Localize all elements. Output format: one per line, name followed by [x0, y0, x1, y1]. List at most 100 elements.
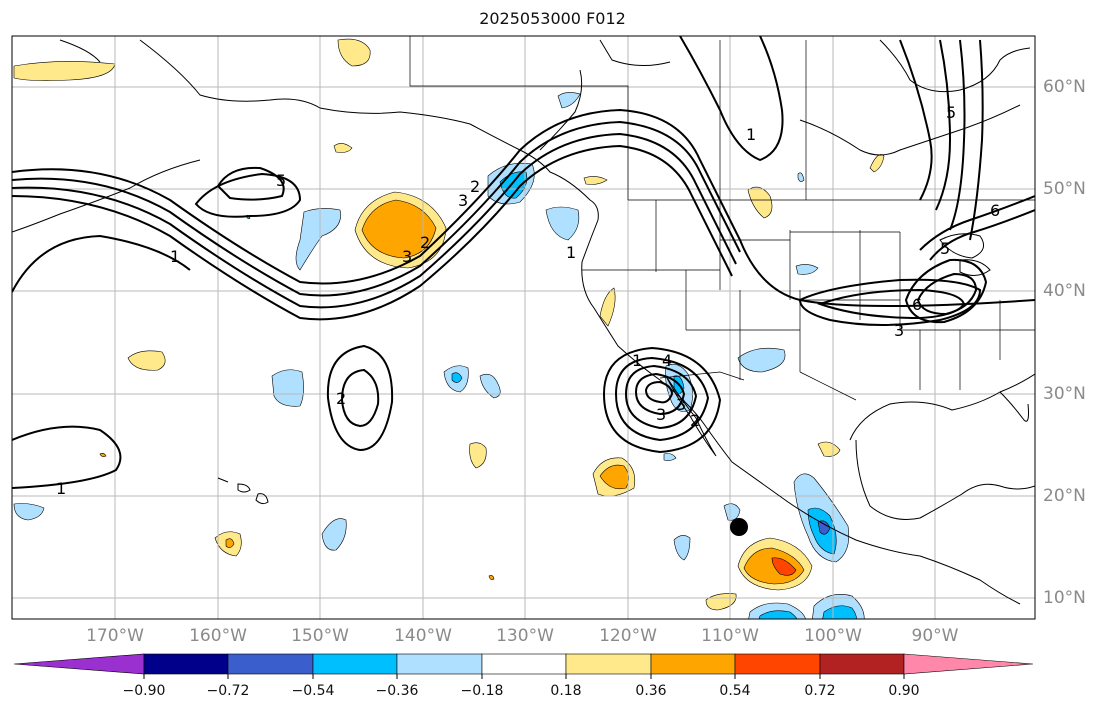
contour-5: [216, 166, 285, 201]
anomaly-negative: [737, 347, 786, 373]
contour-label: 4: [662, 351, 672, 370]
contour-label: 3: [676, 395, 686, 414]
longitude-label: 170°W: [86, 626, 144, 646]
jet-contour: [12, 120, 741, 297]
longitude-label: 100°W: [804, 626, 862, 646]
contour-label: 2: [336, 389, 346, 408]
anomaly-negative: [797, 172, 805, 182]
colorbar-ticks: [143, 674, 905, 679]
anomaly-negative: [673, 535, 691, 561]
hudson-bay-coast: [879, 39, 1031, 93]
map-area: 1 5 2 3 2 1 3 2 1 6 3 5 3 1 6 5 3 4 2 1: [12, 36, 1035, 619]
anomaly-negative: [451, 372, 463, 383]
contour-label: 1: [746, 125, 756, 144]
florida-coast: [999, 391, 1029, 422]
colorbar-tick-label: −0.36: [375, 683, 419, 699]
anomaly-positive: [13, 61, 116, 81]
east-low: [904, 258, 988, 324]
contour-label: 3: [402, 247, 412, 266]
great-lakes: [939, 233, 991, 276]
cutoff-low: [614, 356, 710, 442]
latitude-label: 10°N: [1043, 588, 1086, 608]
anomaly-positive: [469, 442, 487, 469]
anomaly-positive: [599, 287, 616, 327]
contour-label: 3: [656, 405, 666, 424]
colorbar-segment: [565, 653, 652, 675]
anomaly-positive: [99, 453, 107, 457]
anomaly-negative: [545, 206, 580, 241]
contour-label: 6: [990, 201, 1000, 220]
colorbar-tick-label: 0.72: [804, 683, 836, 699]
colorbar-segment: [650, 653, 736, 675]
contour-label: 5: [940, 239, 950, 258]
anomaly-negative: [295, 208, 341, 271]
colorbar-segment: [13, 653, 145, 675]
contour-label: 3: [458, 191, 468, 210]
contour-label: 1: [632, 351, 642, 370]
alaska-coast: [59, 39, 599, 221]
contour-label: 1: [56, 479, 66, 498]
colorbar-segment: [312, 653, 398, 675]
anomaly-positive: [361, 199, 437, 259]
jet-contour: [12, 144, 733, 321]
east-jet: [919, 195, 1035, 261]
jet-contour: [12, 36, 784, 293]
graticule: [12, 36, 1035, 619]
colorbar-segment: [819, 653, 905, 675]
contour-label: 3: [894, 321, 904, 340]
jet-contour: [12, 132, 737, 309]
colorbar-tick-label: 0.36: [635, 683, 667, 699]
colorbar-tick-label: −0.90: [122, 683, 166, 699]
east-low: [816, 288, 966, 320]
anomaly-positive: [488, 575, 495, 580]
us-west-coast: [581, 219, 1021, 605]
anomaly-negative: [663, 453, 677, 461]
contour-lines: [12, 36, 1035, 489]
anomaly-negative: [758, 610, 798, 619]
map-title: 2025053000 F012: [479, 9, 626, 28]
coastlines: [12, 39, 1035, 605]
anomaly-positive: [771, 557, 797, 576]
anomaly-negative: [817, 520, 831, 535]
contour-label: 5: [946, 103, 956, 122]
low-contour: [340, 368, 380, 428]
colorbar-tick-label: −0.18: [460, 683, 504, 699]
contour-1: [194, 172, 302, 218]
east-low: [916, 272, 978, 316]
longitude-label: 140°W: [394, 626, 452, 646]
contour-label: 2: [690, 411, 700, 430]
cutoff-low: [644, 380, 674, 404]
anomaly-positive: [337, 38, 371, 67]
colorbar-segment: [734, 653, 821, 675]
anomaly-positive: [869, 154, 885, 173]
aleutians-coast: [12, 159, 201, 233]
colorbar-segment: [227, 653, 314, 675]
contour-label: 1: [170, 247, 180, 266]
east-low: [798, 278, 982, 326]
anomaly-positive: [225, 538, 235, 548]
anomaly-positive: [583, 176, 608, 185]
longitude-label: 160°W: [189, 626, 247, 646]
colorbar-tick-label: 0.90: [888, 683, 920, 699]
subtropical-contour: [12, 425, 122, 489]
anomaly-negative: [321, 518, 347, 551]
contour-label: 6: [912, 295, 922, 314]
colorbar-segment: [481, 653, 567, 675]
east-ridge: [899, 39, 984, 241]
colorbar-segment: [143, 653, 229, 675]
position-marker: [730, 518, 748, 536]
longitude-label: 120°W: [599, 626, 657, 646]
colorbar-tick-label: 0.54: [719, 683, 751, 699]
shaded-anomalies: [13, 38, 885, 619]
anomaly-positive: [747, 186, 773, 219]
contour-label: 5: [276, 171, 286, 190]
cutoff-low: [602, 346, 722, 454]
anomaly-negative: [795, 264, 819, 275]
colorbar-tick-label: −0.72: [206, 683, 250, 699]
cutoff-low: [624, 364, 698, 430]
contour-labels: 1 5 2 3 2 1 3 2 1 6 3 5 3 1 6 5 3 4 2 1: [56, 103, 1000, 498]
anomaly-positive: [817, 441, 841, 457]
longitude-label: 130°W: [496, 626, 554, 646]
contour-label: 2: [420, 233, 430, 252]
